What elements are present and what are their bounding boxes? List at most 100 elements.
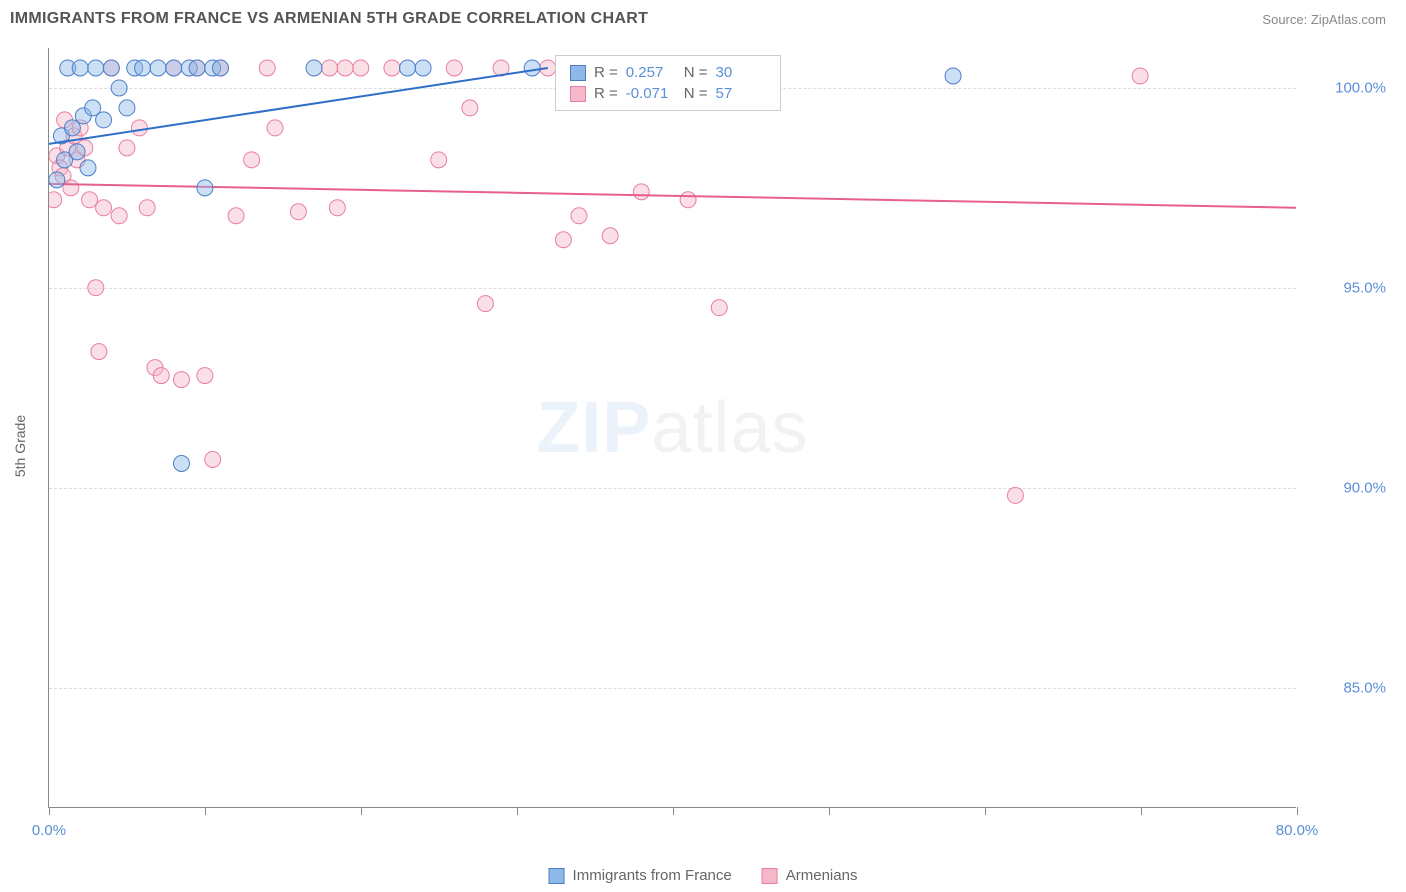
source-label: Source: [1262,12,1307,27]
n-value-france: 30 [716,64,766,81]
data-point [462,100,478,116]
data-point [72,60,88,76]
n-label: N = [684,64,708,81]
data-point [91,344,107,360]
x-tick [829,807,830,815]
data-point [571,208,587,224]
legend-item-france: Immigrants from France [549,867,732,884]
legend-item-armenian: Armenians [762,867,858,884]
data-point [174,372,190,388]
x-tick-label: 0.0% [32,822,66,839]
x-tick [205,807,206,815]
data-point [139,200,155,216]
data-point [306,60,322,76]
x-tick [1297,807,1298,815]
trend-line [49,184,1296,208]
data-point [80,160,96,176]
data-point [119,100,135,116]
data-point [111,80,127,96]
data-point [680,192,696,208]
data-point [82,192,98,208]
data-point [244,152,260,168]
data-point [88,280,104,296]
data-point [602,228,618,244]
data-point [384,60,400,76]
n-label: N = [684,85,708,102]
correlation-row-france: R = 0.257 N = 30 [570,62,766,83]
scatter-svg [49,48,1296,807]
r-value-armenian: -0.071 [626,85,676,102]
data-point [259,60,275,76]
data-point [174,455,190,471]
data-point [135,60,151,76]
data-point [477,296,493,312]
data-point [555,232,571,248]
x-tick-label: 80.0% [1276,822,1319,839]
x-tick [517,807,518,815]
r-value-france: 0.257 [626,64,676,81]
x-tick [673,807,674,815]
data-point [267,120,283,136]
data-point [353,60,369,76]
r-label: R = [594,64,618,81]
data-point [166,60,182,76]
data-point [189,60,205,76]
data-point [111,208,127,224]
data-point [212,60,228,76]
data-point [131,120,147,136]
data-point [524,60,540,76]
x-tick [49,807,50,815]
data-point [711,300,727,316]
data-point [197,368,213,384]
data-point [88,60,104,76]
swatch-armenian-icon [762,868,778,884]
data-point [69,144,85,160]
chart-plot-area: ZIPatlas 85.0%90.0%95.0%100.0%0.0%80.0% [48,48,1296,808]
y-tick-label: 85.0% [1306,680,1386,697]
chart-title: IMMIGRANTS FROM FRANCE VS ARMENIAN 5TH G… [10,10,648,28]
data-point [322,60,338,76]
data-point [290,204,306,220]
data-point [49,192,62,208]
data-point [633,184,649,200]
source-attribution: Source: ZipAtlas.com [1262,12,1386,27]
data-point [119,140,135,156]
data-point [415,60,431,76]
data-point [96,112,112,128]
data-point [150,60,166,76]
data-point [945,68,961,84]
data-point [1007,487,1023,503]
data-point [1132,68,1148,84]
data-point [63,180,79,196]
data-point [337,60,353,76]
x-tick [985,807,986,815]
y-tick-label: 95.0% [1306,280,1386,297]
y-axis-label: 5th Grade [12,415,28,477]
y-tick-label: 100.0% [1306,80,1386,97]
data-point [431,152,447,168]
r-label: R = [594,85,618,102]
series-legend: Immigrants from France Armenians [549,867,858,884]
data-point [329,200,345,216]
legend-label-armenian: Armenians [786,867,858,884]
source-link[interactable]: ZipAtlas.com [1311,12,1386,27]
y-tick-label: 90.0% [1306,480,1386,497]
x-tick [1141,807,1142,815]
swatch-armenian [570,86,586,102]
data-point [446,60,462,76]
correlation-legend: R = 0.257 N = 30 R = -0.071 N = 57 [555,55,781,111]
data-point [205,451,221,467]
data-point [197,180,213,196]
swatch-france-icon [549,868,565,884]
data-point [400,60,416,76]
data-point [103,60,119,76]
x-tick [361,807,362,815]
data-point [228,208,244,224]
legend-label-france: Immigrants from France [573,867,732,884]
swatch-france [570,65,586,81]
chart-header: IMMIGRANTS FROM FRANCE VS ARMENIAN 5TH G… [0,0,1406,38]
data-point [49,172,65,188]
data-point [153,368,169,384]
n-value-armenian: 57 [716,85,766,102]
correlation-row-armenian: R = -0.071 N = 57 [570,83,766,104]
